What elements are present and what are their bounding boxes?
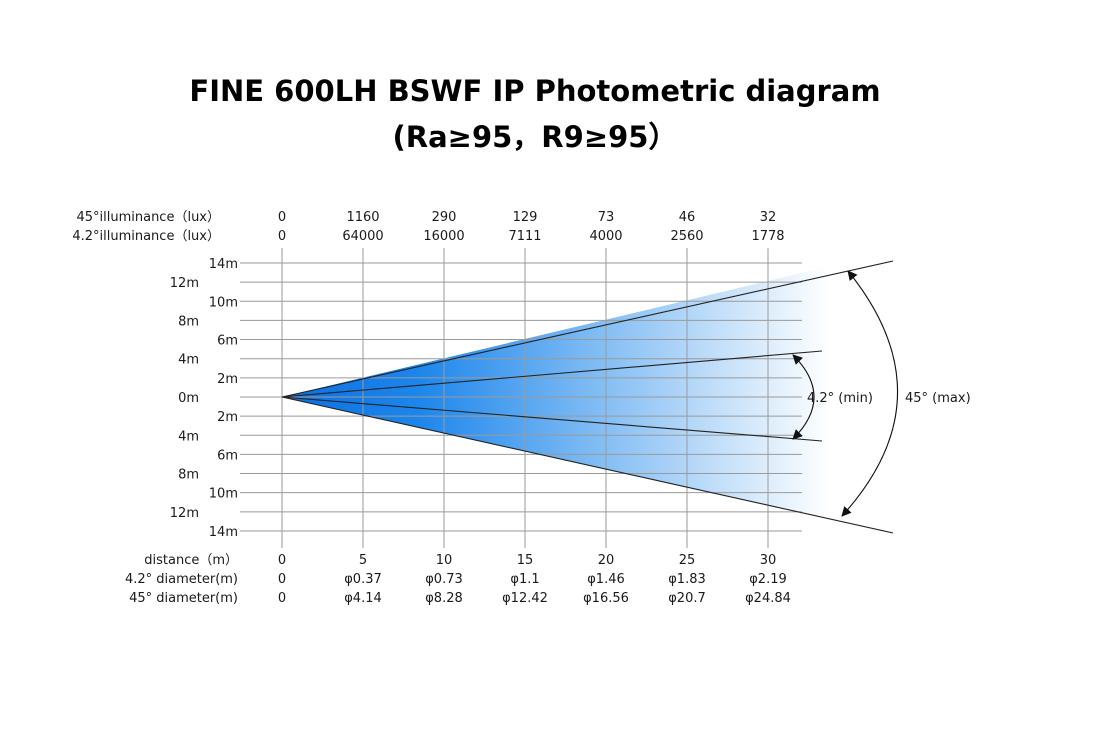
column-values: 0 0 0 0 0 1160 64000 5 φ0.37 φ4.14 290 16000 10 φ0.73… bbox=[278, 210, 791, 606]
y-axis-label: 8m bbox=[178, 314, 199, 329]
y-axis-label: 2m bbox=[217, 372, 238, 387]
y-axis-label: 4m bbox=[178, 429, 199, 444]
diameter-4.2-value: φ2.19 bbox=[749, 572, 787, 587]
illuminance-4.2-value: 1778 bbox=[751, 229, 784, 244]
diameter-4.2-value: φ1.83 bbox=[668, 572, 706, 587]
illuminance-4.2-value: 64000 bbox=[342, 229, 383, 244]
illuminance-4.2-value: 2560 bbox=[670, 229, 703, 244]
y-axis-label: 10m bbox=[209, 295, 238, 310]
illuminance-45-value: 290 bbox=[432, 210, 457, 225]
diagram-subtitle: (Ra≥95，R9≥95） bbox=[392, 120, 678, 154]
y-axis-label: 4m bbox=[178, 353, 199, 368]
vertical-gridlines bbox=[281, 248, 769, 548]
diameter-4.2-value: φ1.1 bbox=[510, 572, 539, 587]
illuminance-45-value: 1160 bbox=[346, 210, 379, 225]
y-axis-label: 10m bbox=[209, 487, 238, 502]
y-axis-label: 12m bbox=[170, 506, 199, 521]
distance-value: 0 bbox=[278, 553, 286, 568]
illuminance-45-label: 45°illuminance（lux） bbox=[76, 210, 220, 225]
distance-label: distance（m） bbox=[144, 553, 238, 568]
angle-label-narrow: 4.2° (min) bbox=[807, 391, 873, 406]
diameter-45-value: φ16.56 bbox=[583, 591, 629, 606]
y-axis-label: 8m bbox=[178, 468, 199, 483]
beam-edge-4.2-bottom bbox=[281, 396, 823, 442]
y-axis-labels: 14m 12m 10m 8m 6m 4m 2m 0m 2m 4m 6m 8m 10m 12m 14m bbox=[170, 257, 238, 540]
diameter-45-value: 0 bbox=[278, 591, 286, 606]
beam-edge-45-bottom bbox=[281, 396, 894, 534]
angle-arc-4.2 bbox=[792, 354, 815, 440]
distance-value: 30 bbox=[760, 553, 777, 568]
illuminance-4.2-value: 4000 bbox=[589, 229, 622, 244]
illuminance-45-value: 46 bbox=[679, 210, 696, 225]
distance-value: 10 bbox=[436, 553, 453, 568]
illuminance-45-value: 129 bbox=[513, 210, 538, 225]
beam-cone bbox=[282, 265, 835, 521]
beam-edge-4.2-top bbox=[281, 350, 823, 398]
y-axis-label: 14m bbox=[209, 257, 238, 272]
y-axis-label: 12m bbox=[170, 276, 199, 291]
angle-label-wide: 45° (max) bbox=[905, 391, 971, 406]
illuminance-4.2-value: 16000 bbox=[423, 229, 464, 244]
diameter-4.2-value: φ0.37 bbox=[344, 572, 382, 587]
illuminance-4.2-label: 4.2°illuminance（lux） bbox=[72, 229, 220, 244]
horizontal-gridlines bbox=[240, 262, 802, 532]
diameter-4.2-value: φ0.73 bbox=[425, 572, 463, 587]
beam-edge-45-top bbox=[281, 260, 894, 398]
diameter-45-value: φ20.7 bbox=[668, 591, 706, 606]
diameter-45-value: φ12.42 bbox=[502, 591, 548, 606]
diameter-45-value: φ24.84 bbox=[745, 591, 791, 606]
illuminance-45-value: 0 bbox=[278, 210, 286, 225]
y-axis-label: 2m bbox=[217, 410, 238, 425]
distance-value: 25 bbox=[679, 553, 696, 568]
y-axis-label: 6m bbox=[217, 448, 238, 463]
diameter-4.2-value: φ1.46 bbox=[587, 572, 625, 587]
illuminance-4.2-value: 0 bbox=[278, 229, 286, 244]
diameter-45-label: 45° diameter(m) bbox=[129, 591, 238, 606]
illuminance-4.2-value: 7111 bbox=[508, 229, 541, 244]
distance-value: 20 bbox=[598, 553, 615, 568]
illuminance-45-value: 73 bbox=[598, 210, 615, 225]
y-axis-label: 0m bbox=[178, 391, 199, 406]
distance-value: 15 bbox=[517, 553, 534, 568]
distance-value: 5 bbox=[359, 553, 367, 568]
diameter-45-value: φ8.28 bbox=[425, 591, 463, 606]
y-axis-label: 6m bbox=[217, 334, 238, 349]
diagram-title: FINE 600LH BSWF IP Photometric diagram bbox=[189, 74, 881, 108]
illuminance-45-value: 32 bbox=[760, 210, 777, 225]
angle-arc-45 bbox=[841, 270, 899, 517]
diameter-4.2-label: 4.2° diameter(m) bbox=[125, 572, 238, 587]
diameter-45-value: φ4.14 bbox=[344, 591, 382, 606]
diameter-4.2-value: 0 bbox=[278, 572, 286, 587]
y-axis-label: 14m bbox=[209, 525, 238, 540]
